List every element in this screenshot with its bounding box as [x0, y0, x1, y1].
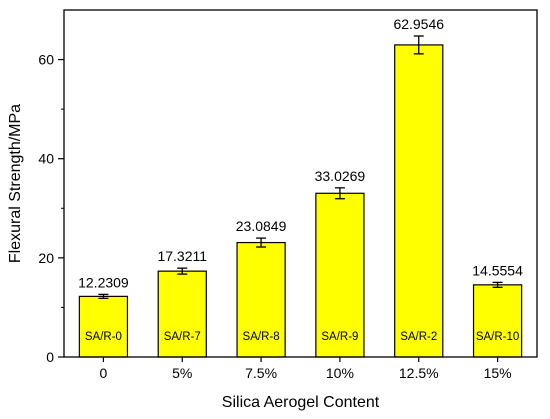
- x-tick-label: 10%: [326, 365, 354, 381]
- x-tick-label: 7.5%: [245, 365, 277, 381]
- x-axis-title: Silica Aerogel Content: [222, 394, 380, 411]
- bar: [394, 44, 444, 358]
- data-label: 33.0269: [315, 168, 366, 184]
- bar-inner-label: SA/R-8: [243, 331, 280, 343]
- data-label: 62.9546: [393, 16, 444, 32]
- bar-inner-label: SA/R-2: [400, 331, 437, 343]
- data-label: 23.0849: [236, 218, 287, 234]
- y-axis-title: Flexural Strength/MPa: [7, 104, 24, 263]
- y-tick-label: 0: [46, 349, 54, 365]
- data-label: 17.3211: [157, 248, 207, 264]
- x-tick-label: 0: [100, 365, 108, 381]
- bar-inner-label: SA/R-7: [164, 331, 201, 343]
- x-tick-label: 12.5%: [399, 365, 439, 381]
- ticks-layer: 0 5% 7.5% 10% 12.5% 15% 0 20 40 60: [38, 52, 511, 381]
- bar: [157, 270, 207, 358]
- x-tick-label: 5%: [172, 365, 192, 381]
- bar: [78, 295, 129, 358]
- bars-layer: 12.2309 SA/R-0 17.3211 SA/R-7 23.0849 SA/R-8 3…: [78, 16, 523, 358]
- y-tick-label: 20: [38, 250, 54, 266]
- bar-inner-label: SA/R-10: [476, 331, 519, 343]
- x-tick-label: 15%: [484, 365, 512, 381]
- y-tick-label: 60: [38, 52, 54, 68]
- data-label: 12.2309: [78, 274, 129, 290]
- y-tick-label: 40: [38, 151, 54, 167]
- bar-inner-label: SA/R-0: [85, 331, 122, 343]
- plot-frame: [63, 9, 538, 358]
- data-label: 14.5554: [472, 262, 523, 278]
- bar: [472, 284, 523, 358]
- bar-inner-label: SA/R-9: [321, 331, 358, 343]
